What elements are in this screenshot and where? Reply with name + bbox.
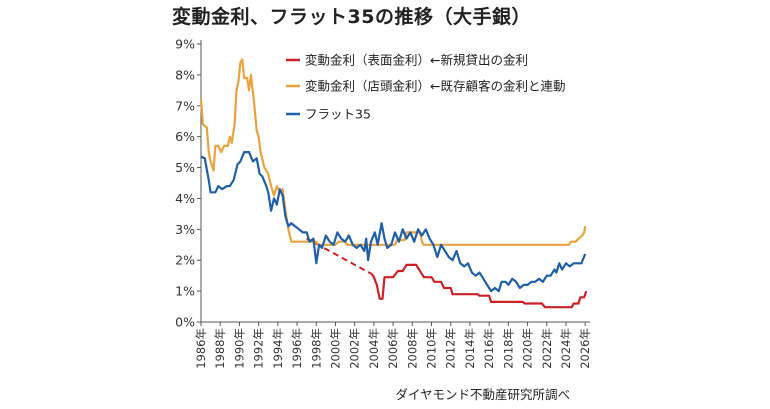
x-tick-label: 2016年	[482, 328, 496, 369]
x-tick-label: 1996年	[290, 328, 304, 369]
legend-variable-rate-standard-label: 変動金利（店頭金利）←既存顧客の金利と連動	[305, 79, 565, 94]
legend-variable-rate-new-label: 変動金利（表面金利）←新規貸出の金利	[305, 53, 528, 68]
y-tick-label: 0%	[175, 315, 195, 330]
x-tick-label: 2000年	[328, 328, 342, 369]
y-tick-label: 7%	[175, 98, 195, 113]
y-tick-label: 3%	[175, 222, 195, 237]
x-axis-ticks: 1986年 1988年 1990年 1992年 1994年 1996年 1998年 2000年…	[194, 322, 592, 369]
flat35-line	[200, 151, 587, 293]
x-tick-label: 2024年	[559, 328, 573, 369]
x-tick-label: 2002年	[348, 328, 362, 369]
x-tick-label: 2020年	[521, 328, 535, 369]
x-tick-label: 1994年	[271, 328, 285, 369]
legend-flat35-label: フラット35	[305, 107, 371, 122]
x-tick-label: 2022年	[540, 328, 554, 369]
variable-rate-new-line	[371, 263, 588, 309]
y-tick-label: 9%	[175, 37, 195, 52]
x-tick-label: 1992年	[252, 328, 266, 369]
y-axis-ticks: 0% 1% 2% 3% 4% 5% 6% 7% 8% 9%	[175, 37, 201, 330]
x-tick-label: 2006年	[386, 328, 400, 369]
series-lines	[199, 58, 588, 309]
y-tick-label: 4%	[175, 191, 195, 206]
x-tick-label: 2008年	[405, 328, 419, 369]
y-tick-label: 1%	[175, 284, 195, 299]
x-tick-label: 2018年	[501, 328, 515, 369]
x-tick-label: 2014年	[463, 328, 477, 369]
x-tick-label: 2012年	[444, 328, 458, 369]
legend: 変動金利（表面金利）←新規貸出の金利変動金利（店頭金利）←既存顧客の金利と連動フ…	[286, 53, 565, 122]
x-tick-label: 1988年	[213, 328, 227, 369]
y-tick-label: 5%	[175, 160, 195, 175]
y-tick-label: 2%	[175, 253, 195, 268]
chart-axes	[200, 40, 590, 323]
x-tick-label: 1986年	[194, 328, 208, 369]
y-tick-label: 6%	[175, 129, 195, 144]
y-tick-label: 8%	[175, 67, 195, 82]
x-tick-label: 2004年	[367, 328, 381, 369]
variable-rate-standard-line	[199, 58, 587, 246]
x-tick-label: 1990年	[232, 328, 246, 369]
chart-title: 変動金利、フラット35の推移（大手銀）	[172, 6, 531, 28]
x-tick-label: 2010年	[425, 328, 439, 369]
x-tick-label: 1998年	[309, 328, 323, 369]
source-note: ダイヤモンド不動産研究所調べ	[395, 387, 570, 402]
x-tick-label: 2026年	[578, 328, 592, 369]
